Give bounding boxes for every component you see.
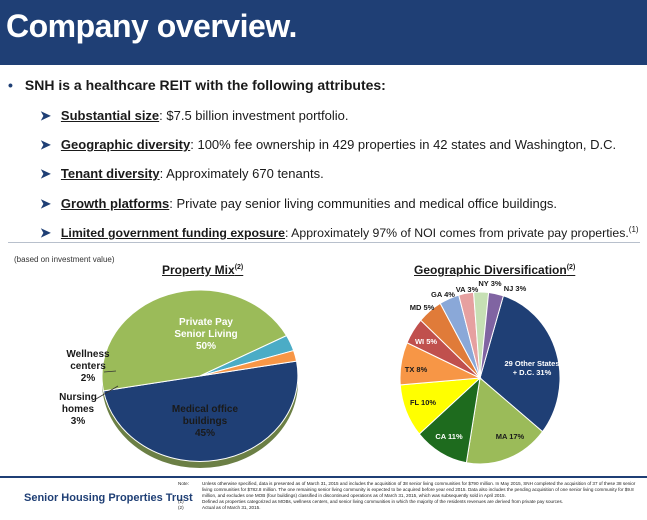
- footnote: Note: Unless otherwise specified, data is…: [178, 481, 636, 498]
- data-label-private-pay-senior-living: Private Pay Senior Living 50%: [174, 317, 237, 352]
- data-label-nursing-homes: Nursing homes 3%: [59, 392, 97, 427]
- data-label-md: MD 5%: [410, 303, 435, 312]
- data-label-ga: GA 4%: [431, 290, 455, 299]
- attribute-label: Geographic diversity: [60, 137, 191, 152]
- geographic-diversification-pie: 29 Other States + D.C. 31% MA 17% CA 11% FL …: [399, 279, 561, 465]
- pie-slice-ma: [465, 377, 544, 465]
- attribute-text: 100% fee ownership in 429 properties in …: [193, 137, 617, 152]
- attribute-text: Approximately 670 tenants.: [163, 166, 324, 181]
- footnote: (1) Defined as properties categorized as …: [178, 499, 564, 504]
- intro-text: SNH is a healthcare REIT with the follow…: [24, 77, 386, 93]
- footnote: (2) Actual as of March 31, 2015.: [178, 505, 261, 510]
- attribute-label: Tenant diversity: [60, 166, 160, 181]
- attribute-item: ➤ Tenant diversity: Approximately 670 ten…: [40, 166, 324, 181]
- geographic-diversification-title: Geographic Diversification(2): [414, 263, 576, 277]
- data-label-ca: CA 11%: [435, 432, 463, 441]
- section-divider: [8, 242, 640, 243]
- arrow-bullet-icon: ➤: [40, 137, 51, 152]
- data-label-wi: WI 5%: [415, 337, 437, 346]
- attribute-label: Substantial size: [60, 108, 160, 123]
- data-label-29-other-states-d-c: 29 Other States + D.C. 31%: [504, 359, 559, 377]
- data-label-wellness-centers: Wellness centers 2%: [66, 349, 110, 384]
- arrow-bullet-icon: ➤: [40, 196, 51, 211]
- leader-line: [95, 385, 119, 400]
- footer-line: [0, 476, 647, 478]
- attribute-label: Limited government funding exposure: [60, 226, 286, 241]
- footnote-marker: (1): [628, 225, 639, 234]
- property-mix-pie: Private Pay Senior Living 50% Medical offic…: [59, 289, 299, 468]
- arrow-bullet-icon: ➤: [40, 166, 51, 181]
- attribute-text: Private pay senior living communities an…: [172, 196, 558, 211]
- page-title: Company overview.: [6, 8, 297, 44]
- pie-slice-wellness-centers: [199, 349, 298, 377]
- pie-slice-nj: [479, 291, 505, 379]
- data-label-medical-office-buildings: Medical office buildings 45%: [172, 404, 239, 439]
- basis-note: (based on investment value): [14, 255, 115, 264]
- arrow-bullet-icon: ➤: [40, 108, 51, 123]
- footnotes: Note: Unless otherwise specified, data is…: [178, 481, 640, 511]
- data-label-fl: FL 10%: [410, 398, 436, 407]
- title-banner: Company overview.: [0, 0, 647, 65]
- data-label-nj: NJ 3%: [504, 284, 527, 293]
- arrow-bullet-icon: ➤: [40, 225, 51, 241]
- data-label-ny: NY 3%: [478, 279, 502, 288]
- data-label-tx: TX 8%: [405, 365, 428, 374]
- attribute-text: Approximately 97% of NOI comes from priv…: [288, 226, 629, 241]
- attribute-item: ➤ Substantial size: $7.5 billion investme…: [40, 108, 349, 123]
- property-mix-title: Property Mix(2): [162, 263, 244, 277]
- attribute-item: ➤ Growth platforms: Private pay senior li…: [40, 196, 558, 211]
- data-label-ma: MA 17%: [496, 432, 525, 441]
- pie-slice-private-pay-senior-living: [102, 360, 299, 462]
- attribute-item: ➤ Geographic diversity: 100% fee ownershi…: [40, 137, 617, 152]
- attribute-item: ➤ Limited government funding exposure: Ap…: [40, 225, 639, 241]
- data-label-va: VA 3%: [456, 285, 479, 294]
- attribute-label: Growth platforms: [60, 196, 170, 211]
- intro-line: • SNH is a healthcare REIT with the follo…: [8, 77, 386, 93]
- pie-slice-medical-office-buildings: [101, 289, 288, 392]
- leader-line: [103, 370, 117, 373]
- pie-slice-29-other-states-d-c: [479, 295, 561, 433]
- company-name: Senior Housing Properties Trust: [24, 492, 193, 504]
- attribute-text: $7.5 billion investment portfolio.: [162, 108, 349, 123]
- bullet-icon: •: [8, 77, 13, 93]
